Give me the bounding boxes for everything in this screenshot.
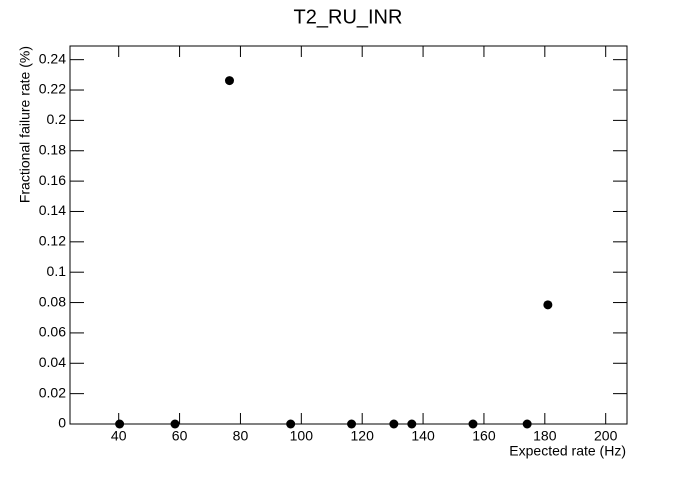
point [468, 419, 478, 429]
x-tick-label: 60 [172, 428, 188, 444]
y-tick-label: 0.04 [39, 354, 66, 370]
x-tick-label: 100 [290, 428, 314, 444]
x-axis-label: Expected rate (Hz) [509, 443, 626, 459]
x-tick-label: 120 [351, 428, 375, 444]
x-tick-label: 180 [533, 428, 557, 444]
point [522, 419, 532, 429]
plot-frame [69, 45, 628, 425]
point [347, 419, 357, 429]
point [224, 76, 234, 86]
y-tick-label: 0.2 [47, 111, 67, 127]
y-tick-label: 0.02 [39, 384, 66, 400]
point [407, 419, 417, 429]
y-tick-label: 0.08 [39, 293, 66, 309]
chart-title: T2_RU_INR [294, 6, 403, 28]
y-tick-label: 0.14 [39, 202, 66, 218]
point [286, 419, 296, 429]
y-axis-label: Fractional failure rate (%) [17, 46, 33, 203]
point [389, 419, 399, 429]
point [543, 300, 553, 310]
x-tick-label: 40 [111, 428, 127, 444]
y-tick-label: 0.1 [47, 263, 67, 279]
y-tick-label: 0.16 [39, 172, 66, 188]
x-tick-label: 140 [411, 428, 435, 444]
y-tick-label: 0.18 [39, 141, 66, 157]
y-tick-label: 0 [58, 415, 66, 431]
y-tick-label: 0.12 [39, 233, 66, 249]
x-tick-label: 200 [594, 428, 618, 444]
x-tick-label: 80 [233, 428, 249, 444]
y-tick-label: 0.22 [39, 81, 66, 97]
y-tick-label: 0.06 [39, 324, 66, 340]
point [170, 419, 180, 429]
point [115, 419, 125, 429]
x-tick-label: 160 [472, 428, 496, 444]
y-tick-label: 0.24 [39, 50, 66, 66]
